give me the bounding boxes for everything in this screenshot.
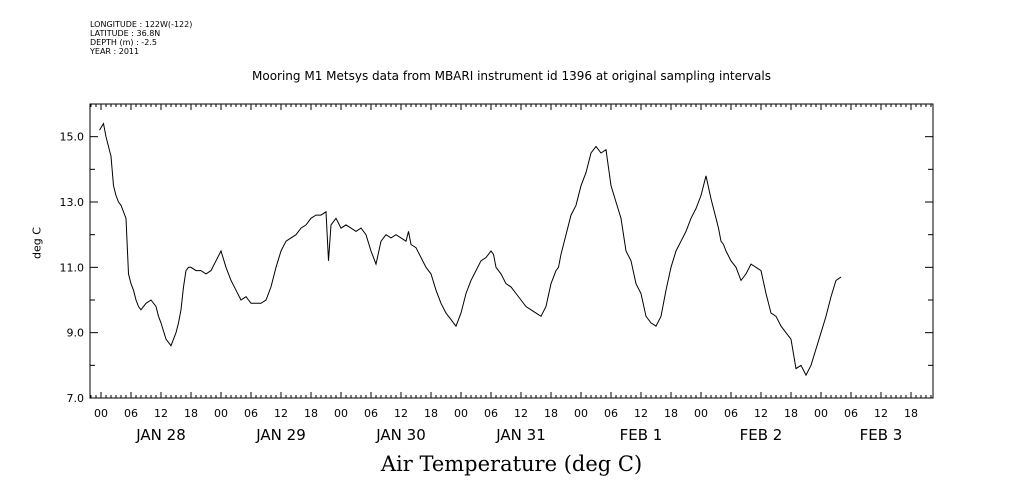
x-tick-label: 06 [244, 407, 258, 420]
metadata-block: LONGITUDE : 122W(-122) LATITUDE : 36.8N … [90, 20, 192, 56]
x-tick-label: 12 [754, 407, 768, 420]
x-tick-label: 18 [784, 407, 798, 420]
y-tick-label: 9.0 [67, 327, 85, 340]
latitude-text: LATITUDE : 36.8N [90, 29, 161, 38]
chart-title-text: Mooring M1 Metsys data from MBARI instru… [252, 69, 771, 83]
x-tick-label: 00 [214, 407, 228, 420]
longitude-text: LONGITUDE : 122W(-122) [90, 20, 193, 29]
chart-title: Mooring M1 Metsys data from MBARI instru… [0, 69, 1009, 83]
x-tick-label: 00 [574, 407, 588, 420]
depth-text: DEPTH (m) : -2.5 [90, 38, 157, 47]
day-label: FEB 1 [620, 426, 663, 444]
axis-ticks [90, 103, 933, 399]
x-tick-label: 00 [454, 407, 468, 420]
series-line [99, 122, 842, 377]
x-tick-label: 18 [304, 407, 318, 420]
x-tick-label: 00 [694, 407, 708, 420]
x-tick-label: 18 [424, 407, 438, 420]
x-tick-label: 18 [904, 407, 918, 420]
x-tick-label: 18 [664, 407, 678, 420]
plot-frame [89, 103, 934, 399]
y-tick-label: 13.0 [60, 196, 85, 209]
day-label: JAN 31 [495, 426, 546, 444]
x-tick-label: 06 [844, 407, 858, 420]
x-tick-label: 00 [334, 407, 348, 420]
x-tick-label: 00 [94, 407, 108, 420]
x-tick-labels: 00 06 12 18 00 06 12 18 00 06 12 18 00 06 12 18 00 06 12 18… [94, 407, 918, 420]
x-tick-label: 12 [874, 407, 888, 420]
x-tick-label: 12 [514, 407, 528, 420]
x-axis-label: Air Temperature (deg C) [0, 452, 1009, 476]
day-label: JAN 29 [255, 426, 306, 444]
x-tick-label: 06 [124, 407, 138, 420]
y-tick-labels: 7.0 9.0 11.0 13.0 15.0 [60, 131, 85, 405]
x-tick-label: 18 [184, 407, 198, 420]
x-tick-label: 06 [604, 407, 618, 420]
x-axis-label-text: Air Temperature (deg C) [380, 452, 643, 476]
x-tick-label: 12 [154, 407, 168, 420]
x-tick-label: 06 [484, 407, 498, 420]
x-tick-label: 06 [364, 407, 378, 420]
x-tick-label: 12 [274, 407, 288, 420]
day-label: FEB 3 [860, 426, 903, 444]
x-tick-label: 00 [814, 407, 828, 420]
day-label: JAN 28 [135, 426, 186, 444]
y-tick-label: 7.0 [67, 392, 85, 405]
y-tick-label: 11.0 [60, 261, 85, 274]
day-label: JAN 30 [375, 426, 426, 444]
year-text: YEAR : 2011 [90, 47, 140, 56]
day-labels: JAN 28 JAN 29 JAN 30 JAN 31 FEB 1 FEB 2 FEB 3 [135, 426, 902, 444]
x-tick-label: 18 [544, 407, 558, 420]
y-tick-label: 15.0 [60, 131, 85, 144]
x-tick-label: 12 [394, 407, 408, 420]
x-tick-label: 12 [634, 407, 648, 420]
day-label: FEB 2 [740, 426, 783, 444]
x-tick-label: 06 [724, 407, 738, 420]
